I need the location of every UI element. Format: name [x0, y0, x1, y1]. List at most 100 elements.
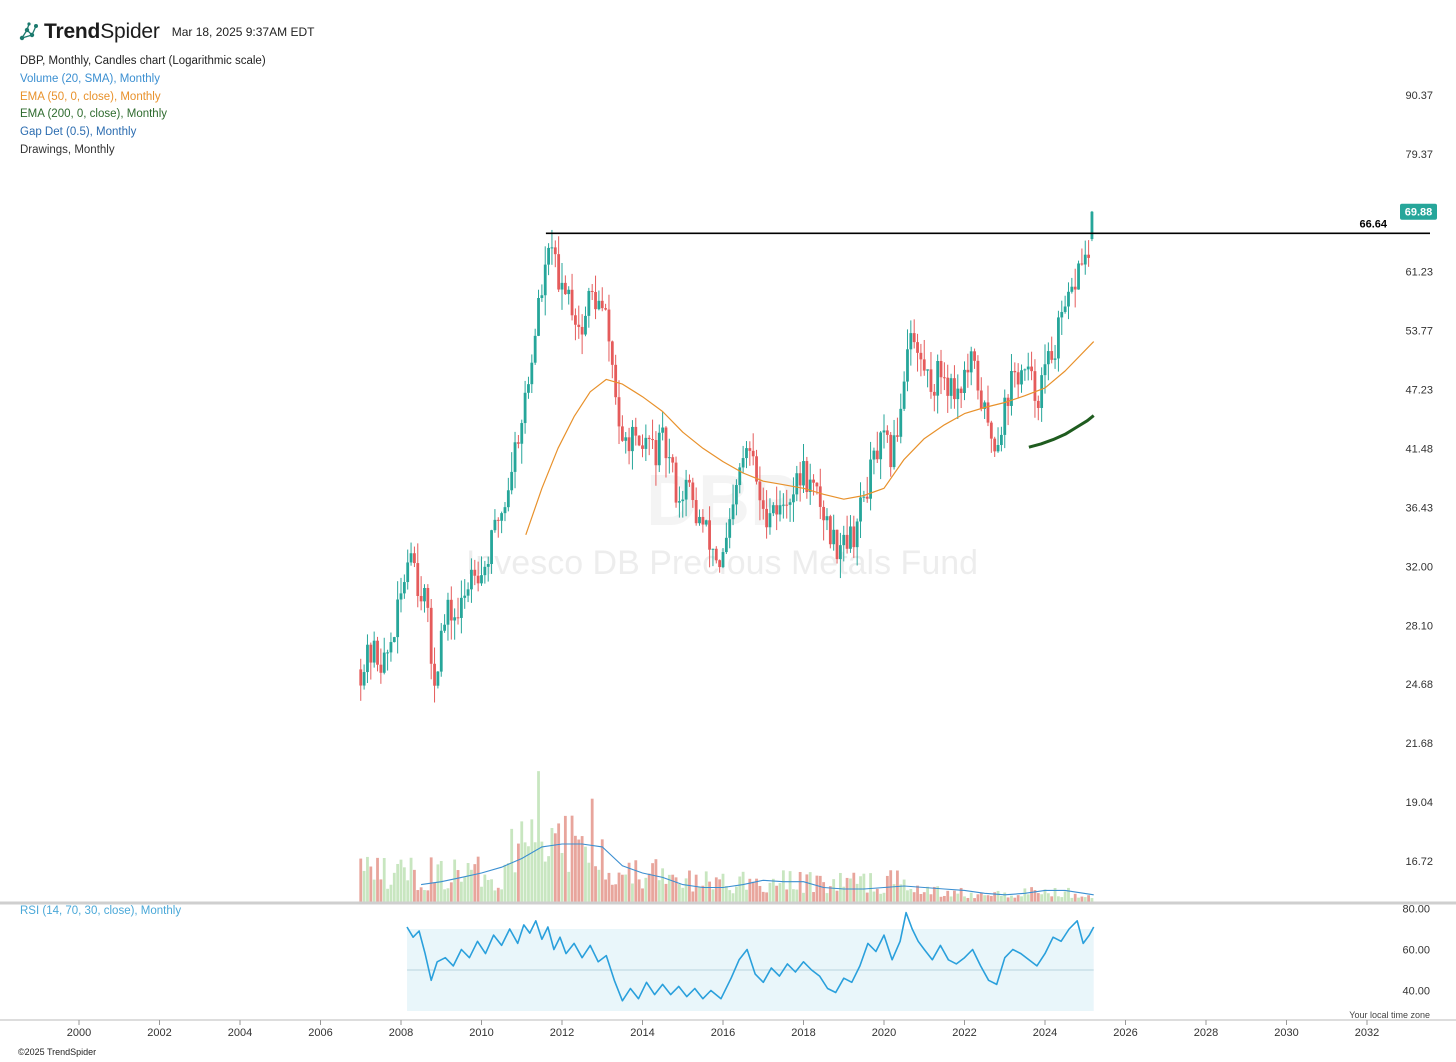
candle-body — [664, 427, 668, 459]
candle-body — [607, 309, 611, 342]
volume-bar — [828, 886, 832, 902]
candle-body — [798, 473, 802, 486]
candle-body — [540, 295, 544, 298]
x-tick-label: 2000 — [67, 1027, 91, 1039]
candle-body — [922, 359, 926, 371]
volume-bar — [413, 869, 416, 902]
rsi-line — [406, 911, 1095, 1002]
volume-bar — [563, 815, 567, 902]
volume-bar — [1036, 893, 1040, 902]
legend-item-ema200[interactable]: EMA (200, 0, close), Monthly — [20, 108, 168, 121]
volume-bar — [818, 875, 822, 902]
candle-body — [563, 282, 567, 295]
volume-bar — [520, 821, 524, 902]
legend-item-volume[interactable]: Volume (20, SMA), Monthly — [20, 72, 160, 85]
volume-bar — [610, 884, 614, 902]
candle-body — [701, 516, 705, 525]
candle-body — [490, 530, 493, 565]
legend-item-drawings[interactable]: Drawings, Monthly — [20, 143, 115, 156]
candle-body — [872, 450, 876, 460]
rsi-legend-label[interactable]: RSI (14, 70, 30, close), Monthly — [20, 905, 182, 917]
volume-bar — [989, 895, 993, 902]
volume-bar — [916, 885, 919, 902]
volume-bar — [631, 883, 634, 902]
volume-bar — [580, 836, 584, 902]
volume-bar — [815, 875, 819, 902]
volume-bar — [768, 882, 772, 902]
volume-bar — [855, 883, 859, 902]
volume-bar — [785, 889, 789, 902]
candle-body — [657, 432, 661, 466]
candle-body — [466, 589, 470, 596]
candle-body — [476, 575, 480, 584]
volume-bar — [443, 889, 447, 902]
candle-body — [590, 290, 594, 292]
volume-bar — [805, 874, 809, 902]
volume-bar — [369, 866, 373, 902]
candle-body — [446, 599, 450, 625]
volume-bar — [480, 886, 483, 902]
volume-bar — [1026, 894, 1030, 902]
volume-bar — [701, 885, 705, 902]
volume-bar — [825, 893, 829, 902]
candle-body — [620, 426, 624, 441]
candle-body — [892, 435, 896, 468]
volume-bar — [433, 882, 436, 902]
candle-body — [406, 562, 410, 583]
candle-body — [631, 426, 634, 452]
candle-body — [808, 479, 812, 493]
volume-bar — [459, 881, 463, 902]
candle-body — [483, 566, 487, 576]
volume-bar — [540, 841, 544, 902]
candle-body — [641, 445, 644, 449]
legend-item-ema50[interactable]: EMA (50, 0, close), Monthly — [20, 90, 161, 103]
candle-body — [516, 442, 520, 444]
volume-bar — [476, 856, 480, 902]
volume-bar — [627, 862, 631, 902]
candle-body — [1036, 400, 1040, 408]
y-tick-label: 16.72 — [1405, 856, 1433, 868]
candle-body — [376, 640, 379, 665]
resistance-line-label: 66.64 — [1359, 218, 1387, 230]
ema50-line — [525, 341, 1095, 535]
volume-bar — [691, 891, 695, 902]
volume-bar — [788, 871, 792, 902]
candle-body — [1050, 351, 1054, 360]
legend-item-gap-det[interactable]: Gap Det (0.5), Monthly — [20, 126, 137, 139]
candle-body — [818, 486, 822, 507]
volume-bar — [1030, 887, 1033, 902]
x-tick-label: 2020 — [872, 1027, 896, 1039]
volume-bar — [600, 839, 604, 902]
volume-bar — [1053, 888, 1057, 902]
volume-bar — [812, 892, 815, 902]
candle-body — [456, 617, 460, 619]
volume-bar — [570, 815, 574, 902]
volume-bar — [510, 828, 514, 902]
volume-bar — [382, 858, 386, 902]
candle-body — [691, 482, 695, 501]
legend-title: DBP, Monthly, Candles chart (Logarithmic… — [20, 55, 266, 67]
candle-body — [865, 496, 869, 499]
candle-body — [493, 519, 497, 531]
volume-bar — [708, 881, 711, 902]
candle-body — [822, 506, 826, 521]
timezone-note: Your local time zone — [1349, 1010, 1430, 1020]
timestamp: Mar 18, 2025 9:37AM EDT — [171, 25, 315, 39]
volume-bar — [956, 893, 960, 902]
candle-body — [1080, 263, 1084, 265]
volume-sma-line — [421, 843, 1094, 896]
candle-body — [889, 434, 893, 468]
candle-body — [1070, 286, 1074, 292]
candle-body — [671, 457, 675, 463]
volume-bar — [654, 859, 658, 902]
volume-bar — [647, 873, 651, 902]
volume-bar — [939, 896, 943, 902]
volume-bar — [838, 872, 842, 902]
volume-bar — [664, 883, 668, 902]
volume-bar — [1083, 897, 1087, 902]
volume-bar — [738, 876, 742, 902]
volume-bar — [449, 882, 453, 902]
volume-bar — [728, 890, 732, 902]
candle-body — [587, 290, 591, 316]
